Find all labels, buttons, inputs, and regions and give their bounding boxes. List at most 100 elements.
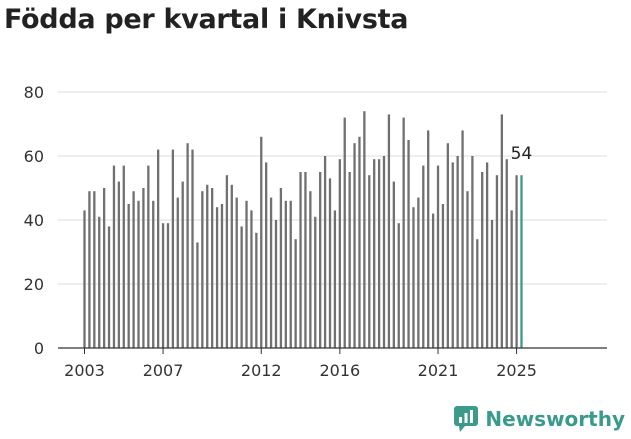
bar (201, 191, 204, 348)
bar (157, 149, 160, 348)
bar (107, 226, 111, 348)
bar (314, 216, 317, 348)
bar (176, 197, 179, 348)
bar (441, 204, 445, 348)
bar (260, 136, 263, 348)
bar (338, 159, 341, 348)
bar (505, 159, 508, 348)
y-tick-label: 80 (24, 83, 44, 102)
bar (476, 239, 479, 348)
bar (490, 220, 494, 348)
bar (392, 181, 395, 348)
bar (328, 178, 332, 348)
x-tick-label: 2016 (319, 361, 360, 380)
bar (377, 159, 381, 348)
bar (171, 149, 175, 348)
bar (206, 184, 209, 348)
bar (147, 165, 150, 348)
bar (88, 191, 91, 348)
bar (309, 191, 312, 348)
bar-highlight (520, 175, 523, 348)
y-tick-label: 20 (24, 275, 44, 294)
bar (446, 143, 449, 348)
grid-lines (58, 91, 607, 285)
x-tick-label: 2021 (418, 361, 459, 380)
bar (127, 204, 130, 348)
bar (323, 156, 327, 348)
bar (368, 175, 371, 348)
bar (240, 226, 243, 348)
x-tick-label: 2007 (143, 361, 184, 380)
bar (274, 220, 278, 348)
bar (373, 159, 376, 348)
bar (186, 143, 189, 348)
bar (211, 188, 214, 348)
bar (220, 204, 224, 348)
bar (284, 200, 287, 348)
bar (481, 172, 484, 348)
bar (250, 210, 253, 348)
x-tick-label: 2003 (64, 361, 105, 380)
bar (102, 188, 106, 348)
bar (235, 197, 238, 348)
x-axis-ticks: 2003 2007 2012 2016 2021 2025 (64, 348, 537, 380)
bar (319, 172, 322, 348)
bar (510, 210, 513, 348)
bar (500, 114, 503, 349)
bar (98, 216, 101, 348)
bar (382, 156, 386, 348)
bar (161, 223, 165, 348)
bar (451, 162, 454, 348)
bar (294, 239, 297, 348)
bar (83, 210, 86, 348)
bar (422, 165, 425, 348)
chart-title: Födda per kvartal i Knivsta (4, 4, 409, 35)
bar (461, 130, 464, 348)
bar (289, 200, 292, 348)
bar (431, 213, 435, 348)
bar (137, 200, 140, 348)
bar (397, 223, 400, 348)
bar (515, 175, 518, 348)
bar (407, 140, 410, 348)
bar (122, 165, 125, 348)
bar (353, 143, 356, 348)
bar (112, 165, 116, 348)
bar (343, 117, 346, 348)
bar (348, 172, 351, 348)
bar (279, 188, 283, 348)
bar (142, 188, 145, 348)
bar (166, 223, 170, 348)
bar (225, 175, 229, 348)
x-tick-label: 2012 (241, 361, 282, 380)
bar (456, 156, 459, 348)
value-labels: 54 (511, 144, 533, 164)
bar (363, 111, 366, 348)
bar (245, 200, 248, 348)
value-label: 54 (511, 144, 533, 164)
y-axis-ticks: 0 20 40 60 80 (24, 83, 44, 358)
bar (93, 191, 96, 348)
bar (466, 191, 469, 348)
newsworthy-logo-icon (454, 406, 479, 432)
bar (181, 181, 184, 348)
bar (485, 162, 489, 348)
bar (304, 172, 307, 348)
bar (417, 197, 420, 348)
bar (471, 156, 474, 348)
bar (333, 210, 337, 348)
bar (117, 181, 121, 348)
bar (196, 242, 199, 348)
bar (436, 165, 440, 348)
y-tick-label: 40 (24, 211, 44, 230)
bar (358, 136, 361, 348)
brand: Newsworthy (453, 405, 625, 433)
bar (215, 207, 219, 348)
bar (230, 184, 233, 348)
bar (495, 175, 499, 348)
bar (402, 117, 405, 348)
bar (427, 130, 430, 348)
bar (412, 207, 415, 348)
bar (152, 200, 155, 348)
